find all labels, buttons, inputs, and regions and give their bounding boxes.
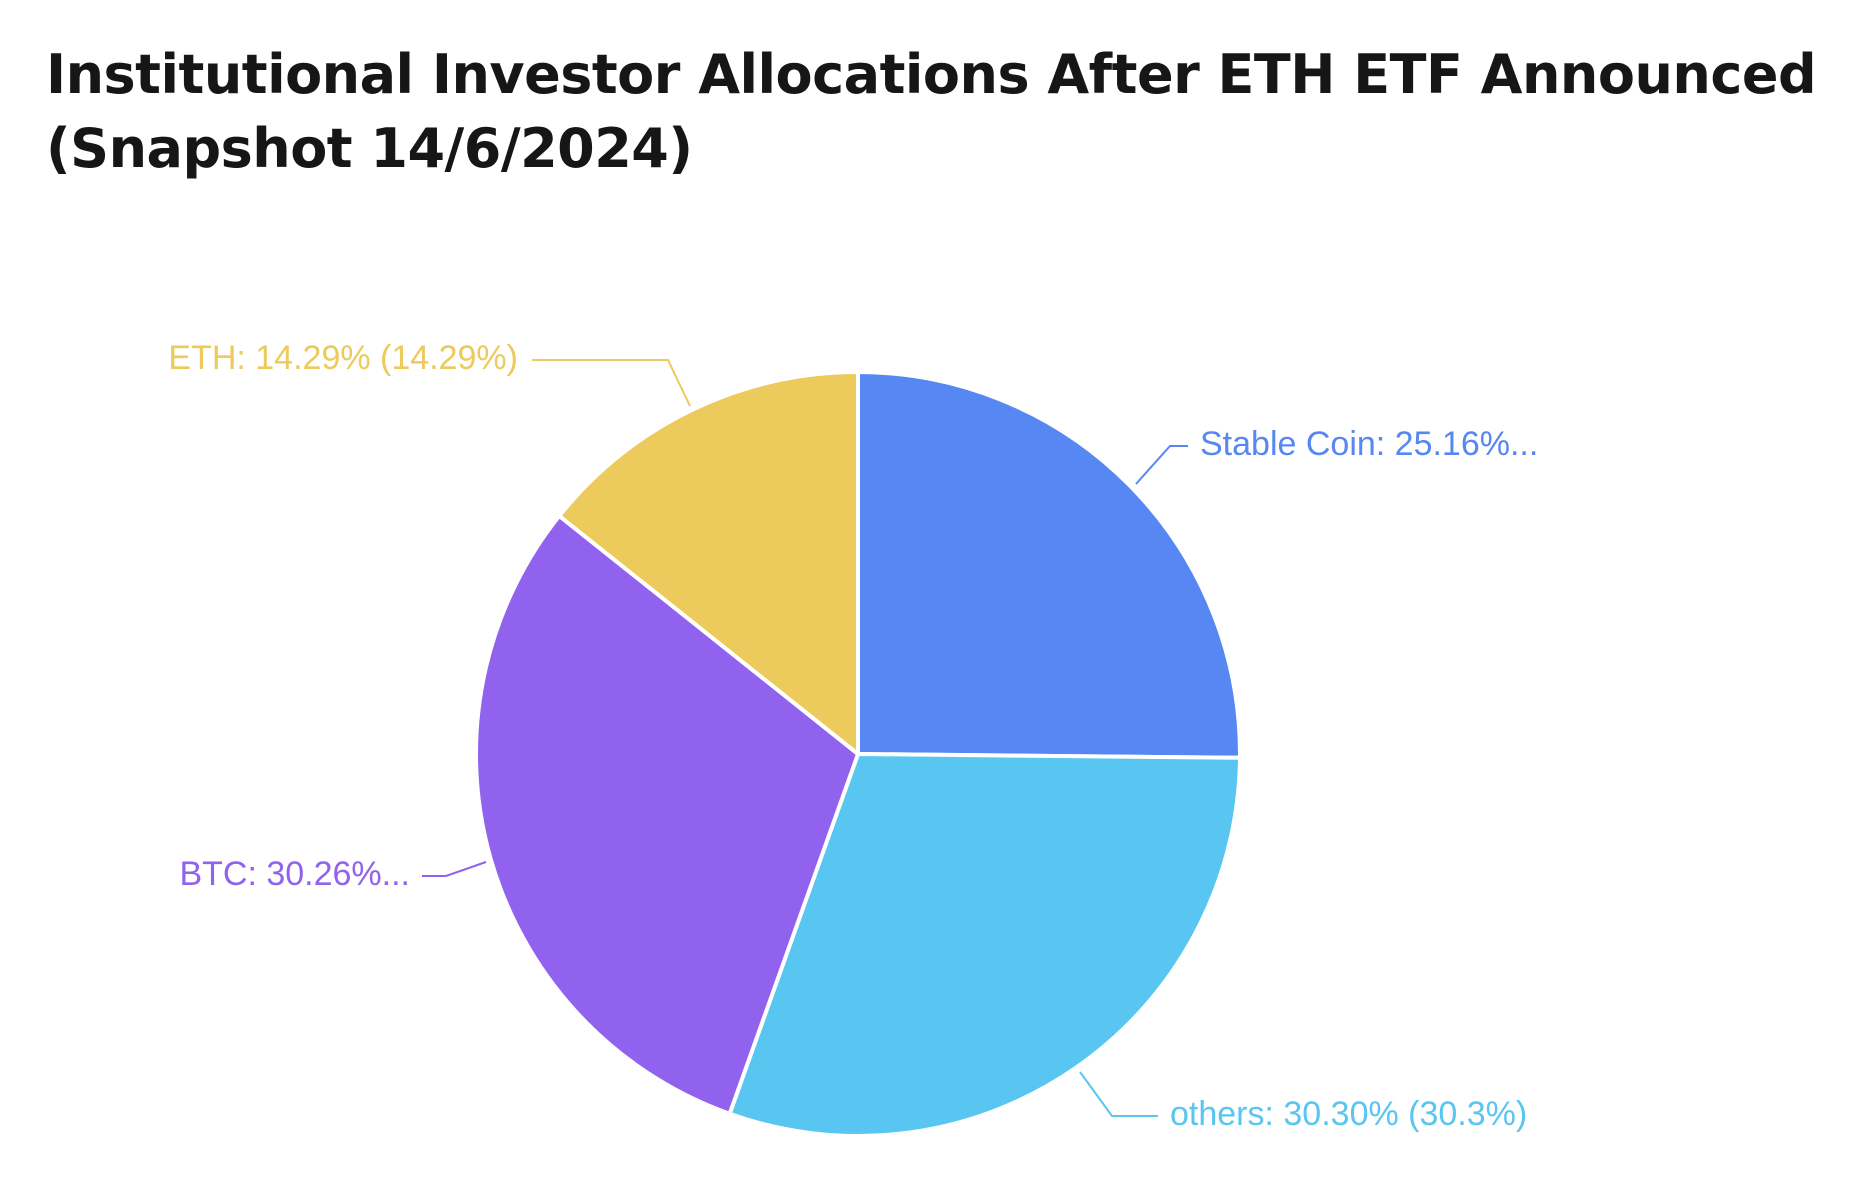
pie-slice-btc	[474, 513, 860, 1116]
pie-slice-stable-coin	[856, 370, 1242, 760]
label-leader-lines	[422, 359, 1188, 1117]
leader-line-eth	[532, 359, 691, 407]
pie-slice-eth	[557, 370, 860, 756]
slice-labels: Stable Coin: 25.16%... others: 30.30% (30…	[168, 339, 1538, 1133]
slice-label-btc: BTC: 30.26%...	[179, 855, 410, 893]
slice-label-stable-coin: Stable Coin: 25.16%...	[1200, 425, 1538, 463]
slice-label-eth: ETH: 14.29% (14.29%)	[168, 339, 518, 377]
leader-line-btc	[422, 861, 487, 877]
leader-line-stable-coin	[1135, 445, 1188, 485]
chart-title: Institutional Investor Allocations After…	[46, 43, 1817, 180]
slice-label-others: others: 30.30% (30.3%)	[1170, 1095, 1527, 1133]
leader-line-others	[1079, 1071, 1158, 1117]
pie-slices	[474, 370, 1242, 1139]
pie-slice-others	[727, 752, 1242, 1139]
